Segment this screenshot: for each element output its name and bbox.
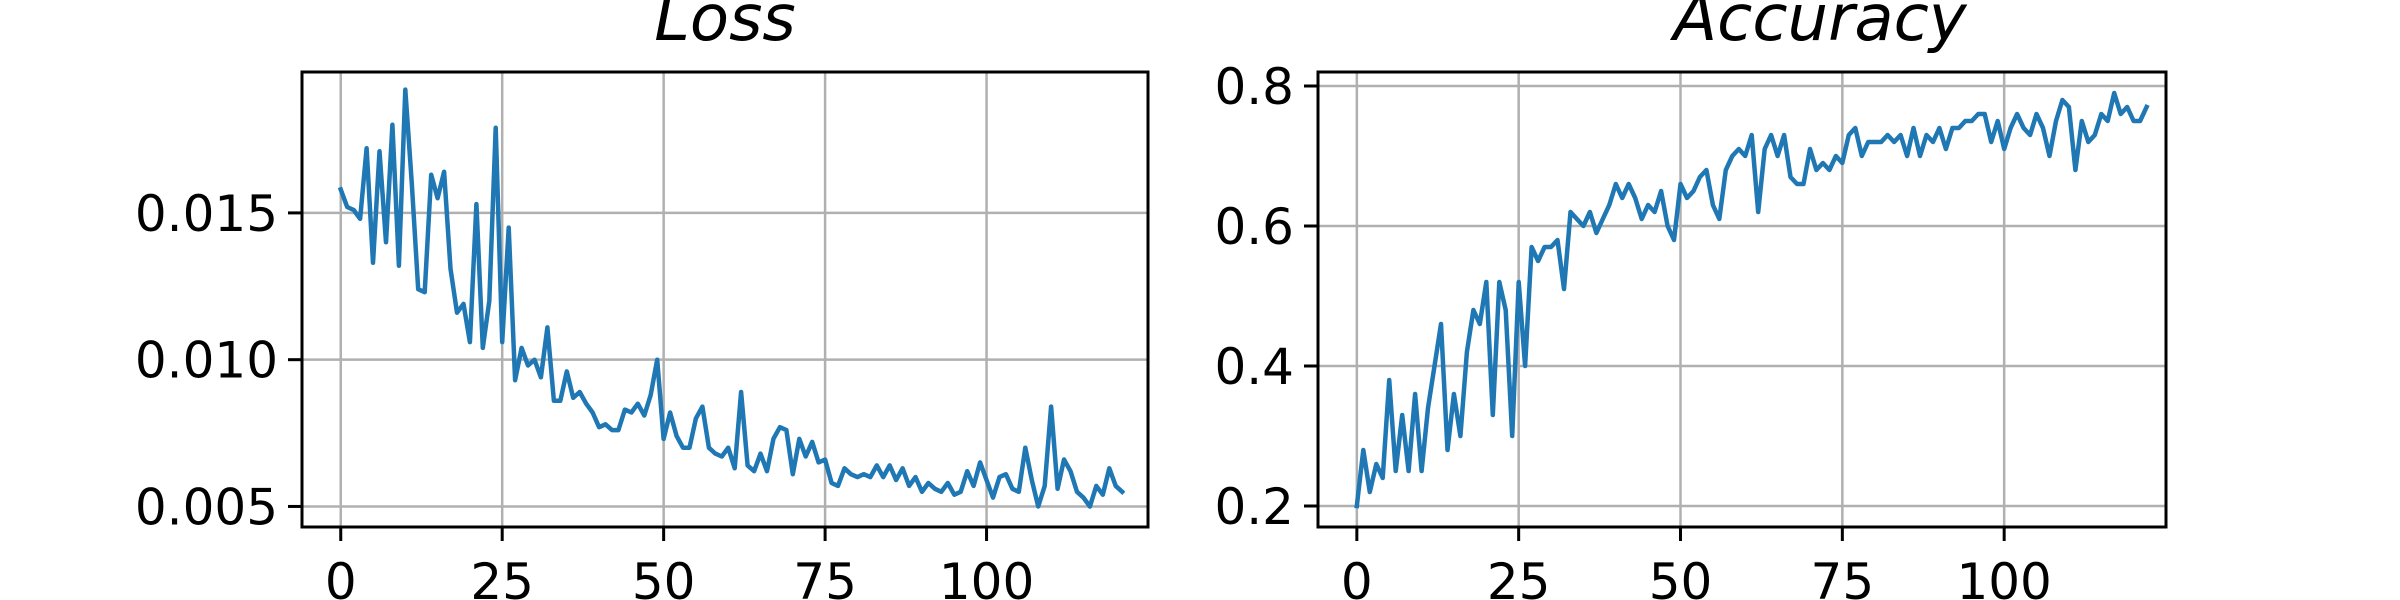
loss-y-tick-label: 0.015 xyxy=(135,185,278,243)
accuracy-x-tick-label: 75 xyxy=(1811,553,1875,600)
loss-chart: 0 25 50 75 100 0.005 0.010 0.015 Loss xyxy=(135,0,1150,600)
loss-x-tick-label: 0 xyxy=(325,553,357,600)
accuracy-x-tick-label: 50 xyxy=(1649,553,1713,600)
loss-x-tick-label: 50 xyxy=(632,553,696,600)
accuracy-y-tick-label: 0.4 xyxy=(1214,338,1294,396)
accuracy-y-tick-label: 0.8 xyxy=(1214,58,1294,116)
loss-y-tick-label: 0.005 xyxy=(135,478,278,536)
accuracy-x-tick-label: 25 xyxy=(1487,553,1551,600)
accuracy-x-tick-label: 0 xyxy=(1341,553,1373,600)
loss-chart-title: Loss xyxy=(654,0,796,56)
accuracy-series-line xyxy=(1354,90,2150,509)
accuracy-x-tick-label: 100 xyxy=(1956,553,2051,600)
accuracy-y-tick-label: 0.2 xyxy=(1214,478,1294,536)
accuracy-axes-frame xyxy=(1316,70,2168,529)
loss-x-tick-label: 75 xyxy=(793,553,857,600)
loss-series-line xyxy=(337,87,1126,509)
accuracy-chart: 0 25 50 75 100 0.2 0.4 0.6 0.8 Accuracy xyxy=(1214,0,2168,600)
accuracy-y-tick-label: 0.6 xyxy=(1214,198,1294,256)
loss-x-tick-label: 25 xyxy=(470,553,534,600)
loss-axes-frame xyxy=(300,70,1150,529)
loss-x-tick-label: 100 xyxy=(939,553,1034,600)
loss-y-tick-label: 0.010 xyxy=(135,332,278,390)
accuracy-chart-title: Accuracy xyxy=(1669,0,1967,56)
